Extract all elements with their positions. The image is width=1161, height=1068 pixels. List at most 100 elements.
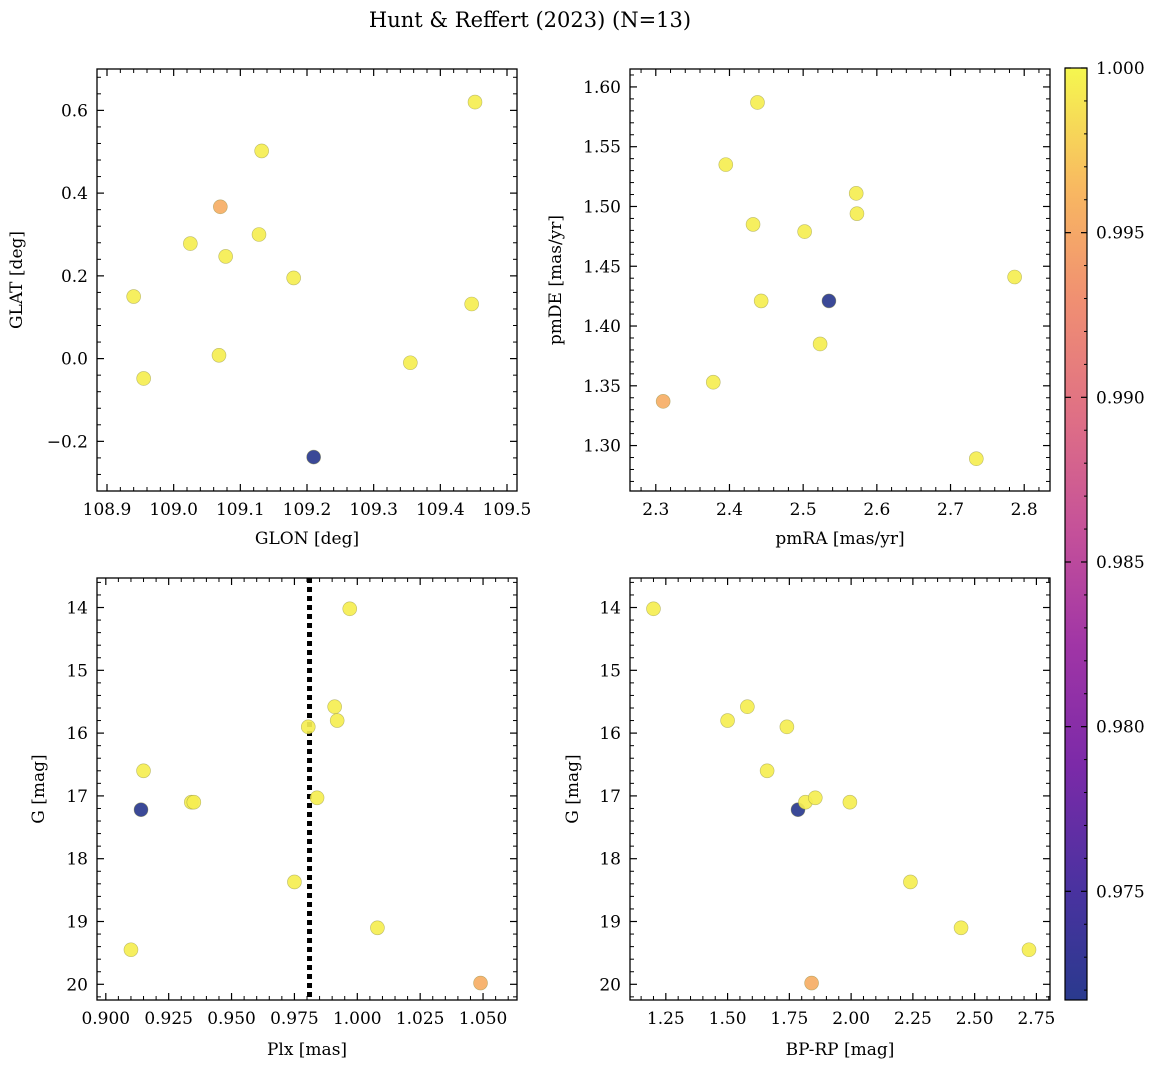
x-tick-label: 2.6 [863,500,890,520]
points-pmra-pmde [655,95,1022,467]
data-point [306,449,321,465]
data-point [779,719,795,735]
data-point [705,374,721,390]
data-point [327,699,342,715]
x-tick-label: 2.5 [790,500,817,520]
ticks-bprp-g: 1.25 1.50 1.75 2.00 2.25 2.50 2.75 14 15 16 17 18 19… [599,578,1055,1029]
data-point [287,874,302,890]
axes-frame [629,68,1051,492]
y-tick-label: 15 [66,661,88,681]
panel-glon-glat: 108.9 109.0 109.1 109.2 109.3 109.4 109.5 −0.2 0… [7,68,532,549]
x-axis-label: Plx [mas] [267,1040,347,1060]
points-glon-glat [126,94,483,465]
y-tick-label: 0.6 [61,101,88,121]
data-point [849,206,865,221]
y-tick-label: 1.45 [583,257,621,277]
data-point [309,790,325,806]
data-point [403,355,418,371]
data-point [646,601,661,617]
x-tick-label: 0.900 [81,1009,130,1029]
data-point [797,224,812,239]
data-point [370,920,385,936]
panel-bprp-g: 1.25 1.50 1.75 2.00 2.25 2.50 2.75 14 15 16 17 18 19… [563,577,1055,1060]
data-point [821,293,837,309]
data-point [1021,942,1037,958]
y-axis-label: GLAT [deg] [7,231,27,329]
y-tick-label: 15 [599,661,621,681]
x-tick-label: 0.950 [207,1009,256,1029]
figure-title: Hunt & Reffert (2023) (N=13) [369,8,691,32]
x-tick-label: 2.50 [956,1009,994,1029]
colorbar-gradient [1064,67,1088,1001]
x-tick-label: 2.4 [716,500,743,520]
ticks-plx-g: 0.900 0.925 0.950 0.975 1.000 1.025 1.050 14 15 1… [66,578,517,1029]
data-point [804,975,819,991]
data-point [969,451,984,467]
y-tick-label: 1.35 [583,377,621,397]
x-tick-label: 0.975 [270,1009,319,1029]
x-tick-label: 2.7 [937,500,964,520]
y-tick-label: 17 [599,787,621,807]
data-point [213,199,228,215]
x-tick-label: 2.75 [1017,1009,1055,1029]
data-point [133,802,149,818]
x-tick-label: 109.5 [483,500,532,520]
y-tick-label: 18 [66,850,88,870]
data-point [183,236,198,251]
y-tick-label: 1.30 [583,437,621,457]
axes-frame [629,577,1051,1001]
colorbar-ticks: 0.975 0.980 0.985 0.990 0.995 1.000 [1065,59,1145,991]
x-tick-label: 1.050 [459,1009,508,1029]
x-tick-label: 109.1 [216,500,265,520]
data-point [720,713,735,728]
data-point [903,874,918,890]
data-point [136,763,151,779]
data-point [740,699,755,715]
data-point [745,217,761,232]
x-tick-label: 0.925 [144,1009,193,1029]
data-point [750,95,765,110]
colorbar: 0.975 0.980 0.985 0.990 0.995 1.000 [1064,59,1145,1001]
data-point [126,289,141,304]
y-tick-label: −0.2 [47,432,88,452]
x-axis-label: pmRA [mas/yr] [775,529,904,549]
x-tick-label: 1.025 [396,1009,445,1029]
y-axis-label: pmDE [mas/yr] [546,215,566,345]
colorbar-tick-label: 0.995 [1096,224,1145,244]
data-point [753,293,769,309]
x-tick-label: 2.8 [1011,500,1038,520]
y-tick-label: 20 [599,975,621,995]
data-point [251,227,267,242]
colorbar-tick-label: 0.975 [1096,882,1145,902]
data-point [136,371,151,386]
ticks-pmra-pmde: 2.3 2.4 2.5 2.6 2.7 2.8 1.30 1.35 1.40 1.45 1.50 1.… [583,69,1050,520]
x-tick-label: 109.4 [416,500,465,520]
x-axis-label: GLON [deg] [255,529,359,549]
ticks-glon-glat: 108.9 109.0 109.1 109.2 109.3 109.4 109.5 −0.2 0… [47,69,532,520]
x-axis-label: BP-RP [mag] [786,1040,895,1060]
x-tick-label: 1.50 [709,1009,747,1029]
data-point [464,296,479,312]
x-tick-label: 2.3 [642,500,669,520]
y-tick-label: 0.2 [61,267,88,287]
y-tick-label: 18 [599,850,621,870]
y-axis-label: G [mag] [563,754,583,823]
data-point [1007,269,1022,285]
y-tick-label: 1.50 [583,197,621,217]
data-point [842,794,858,810]
panel-plx-g: 0.900 0.925 0.950 0.975 1.000 1.025 1.050 14 15 1… [29,577,518,1060]
data-point [473,975,488,991]
data-point [655,394,671,409]
points-bprp-g [646,601,1037,991]
y-tick-label: 20 [66,975,88,995]
y-tick-label: 1.40 [583,317,621,337]
x-tick-label: 109.0 [149,500,198,520]
y-tick-label: 1.55 [583,138,621,158]
x-tick-label: 2.25 [894,1009,932,1029]
data-point [218,249,233,264]
data-point [759,763,775,779]
points-plx-g [123,601,488,991]
y-tick-label: 17 [66,787,88,807]
colorbar-tick-label: 0.990 [1096,388,1145,408]
x-tick-label: 1.000 [333,1009,382,1029]
